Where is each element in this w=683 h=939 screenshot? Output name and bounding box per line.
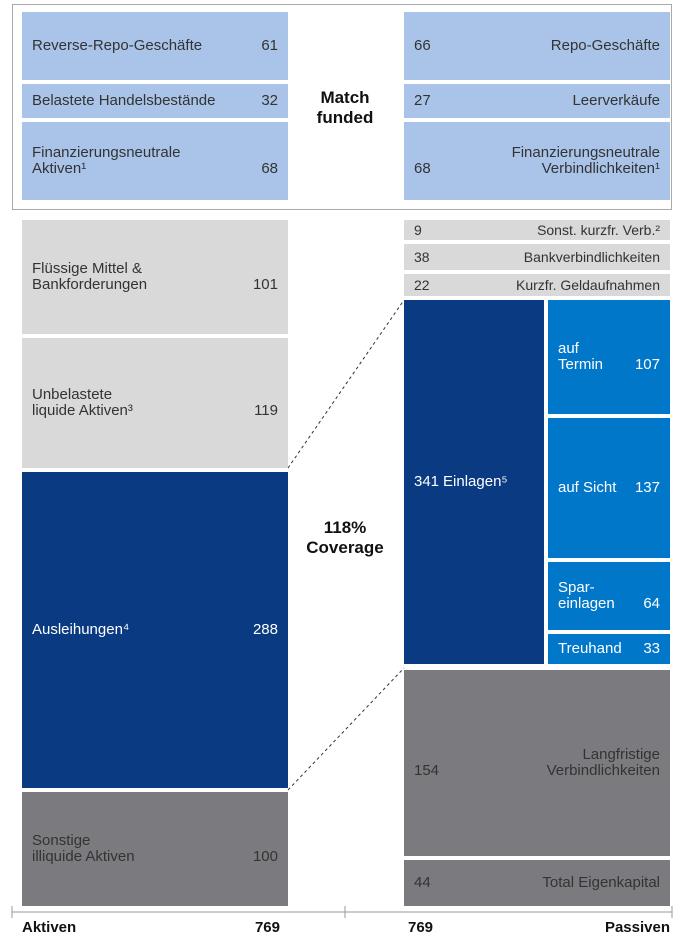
- box: auf Sicht 137: [548, 418, 670, 558]
- box-label: Repo-Geschäfte: [550, 37, 660, 55]
- box-row: 38 Bankverbindlichkeiten: [414, 248, 660, 265]
- box-value: 119: [254, 402, 278, 419]
- box-row: 66 Repo-Geschäfte: [414, 38, 660, 54]
- box: Belastete Handelsbestände 32: [22, 84, 288, 118]
- footer-label: Aktiven: [22, 919, 77, 936]
- box-value: 137: [634, 479, 660, 497]
- box-row: auf Sicht 137: [558, 480, 660, 496]
- box-row: 44 Total Eigenkapital: [414, 875, 660, 891]
- box-value: 64: [643, 595, 660, 612]
- box-value: 38: [414, 248, 430, 265]
- box: auf Termin 107: [548, 300, 670, 414]
- box-row: 9 Sonst. kurzfr. Verb.²: [414, 221, 660, 238]
- box: Spar- einlagen 64: [548, 562, 670, 630]
- box: 22 Kurzfr. Geldaufnahmen: [404, 274, 670, 296]
- match-funded-frame: [12, 4, 672, 210]
- box: Unbelastete liquide Aktiven³ 119: [22, 338, 288, 468]
- box-label: Langfristige Verbindlichkeiten: [546, 746, 660, 779]
- box: Flüssige Mittel & Bankforderungen 101: [22, 220, 288, 334]
- box-value: 22: [414, 276, 430, 293]
- box-value: 27: [414, 92, 431, 110]
- coverage-label: 118% Coverage: [306, 518, 384, 558]
- box-value: 66: [414, 37, 431, 55]
- box-row: 22 Kurzfr. Geldaufnahmen: [414, 276, 660, 293]
- box-label: Treuhand: [558, 640, 622, 658]
- box-label: Spar- einlagen: [558, 579, 615, 612]
- box: 68 Finanzierungsneutrale Verbindlichkeite…: [404, 122, 670, 200]
- box-label: Finanzierungsneutrale Aktiven¹: [32, 144, 181, 177]
- box: 66 Repo-Geschäfte: [404, 12, 670, 80]
- box-row: 154 Langfristige Verbindlichkeiten: [414, 747, 660, 779]
- box-row: Flüssige Mittel & Bankforderungen 101: [32, 261, 278, 293]
- box-row: Finanzierungsneutrale Aktiven¹ 68: [32, 145, 278, 177]
- box: 27 Leerverkäufe: [404, 84, 670, 118]
- box: 38 Bankverbindlichkeiten: [404, 244, 670, 270]
- footer-label: Passiven: [604, 919, 670, 936]
- box-label: Leerverkäufe: [572, 92, 660, 110]
- box: 44 Total Eigenkapital: [404, 860, 670, 906]
- box-value: 68: [414, 160, 431, 177]
- footer-total: 769: [254, 919, 280, 936]
- box-value: 101: [252, 276, 278, 293]
- box-row: Spar- einlagen 64: [558, 580, 660, 612]
- box: Treuhand 33: [548, 634, 670, 664]
- box-label: Flüssige Mittel & Bankforderungen: [32, 260, 148, 293]
- box: 154 Langfristige Verbindlichkeiten: [404, 670, 670, 856]
- box: Ausleihungen⁴ 288: [22, 472, 288, 788]
- dashed-connector: [287, 667, 405, 791]
- footer-total: 769: [408, 919, 434, 936]
- box-row: Treuhand 33: [558, 641, 660, 657]
- box-value: 61: [261, 37, 278, 55]
- box-label: Belastete Handelsbestände: [32, 92, 216, 110]
- box-label: Einlagen⁵: [443, 473, 508, 491]
- box-label: Total Eigenkapital: [542, 874, 660, 892]
- box-label: Sonst. kurzfr. Verb.²: [537, 221, 660, 238]
- box-label: Finanzierungsneutrale Verbindlichkeiten¹: [511, 144, 660, 177]
- box-value: 341: [414, 473, 440, 491]
- box-row: 341 Einlagen⁵: [414, 474, 534, 490]
- box-row: Belastete Handelsbestände 32: [32, 93, 278, 109]
- box: 341 Einlagen⁵: [404, 300, 544, 664]
- box-value: 288: [252, 621, 278, 639]
- dashed-connector: [287, 299, 405, 469]
- box-label: Unbelastete liquide Aktiven³: [32, 386, 133, 419]
- box-row: Sonstige illiquide Aktiven 100: [32, 833, 278, 865]
- box-value: 9: [414, 221, 422, 238]
- box-value: 107: [634, 356, 660, 373]
- box-row: Ausleihungen⁴ 288: [32, 622, 278, 638]
- box-row: 68 Finanzierungsneutrale Verbindlichkeite…: [414, 145, 660, 177]
- box-label: Ausleihungen⁴: [32, 621, 130, 639]
- box-value: 33: [643, 640, 660, 658]
- box-label: auf Termin: [558, 340, 604, 373]
- box: 9 Sonst. kurzfr. Verb.²: [404, 220, 670, 240]
- box-value: 154: [414, 762, 440, 779]
- box-label: Reverse-Repo-Geschäfte: [32, 37, 203, 55]
- box-value: 44: [414, 874, 431, 892]
- box: Finanzierungsneutrale Aktiven¹ 68: [22, 122, 288, 200]
- box-value: 100: [252, 848, 278, 865]
- box-value: 68: [261, 160, 278, 177]
- box-label: Sonstige illiquide Aktiven: [32, 832, 135, 865]
- box-row: auf Termin 107: [558, 341, 660, 373]
- box-row: 27 Leerverkäufe: [414, 93, 660, 109]
- box-row: Reverse-Repo-Geschäfte 61: [32, 38, 278, 54]
- box: Sonstige illiquide Aktiven 100: [22, 792, 288, 906]
- box-label: Kurzfr. Geldaufnahmen: [516, 276, 660, 293]
- box-value: 32: [261, 92, 278, 110]
- box-label: Bankverbindlichkeiten: [523, 248, 660, 265]
- match-funded-label: Match funded: [316, 88, 374, 128]
- box-row: Unbelastete liquide Aktiven³ 119: [32, 387, 278, 419]
- box: Reverse-Repo-Geschäfte 61: [22, 12, 288, 80]
- box-label: auf Sicht: [558, 479, 617, 497]
